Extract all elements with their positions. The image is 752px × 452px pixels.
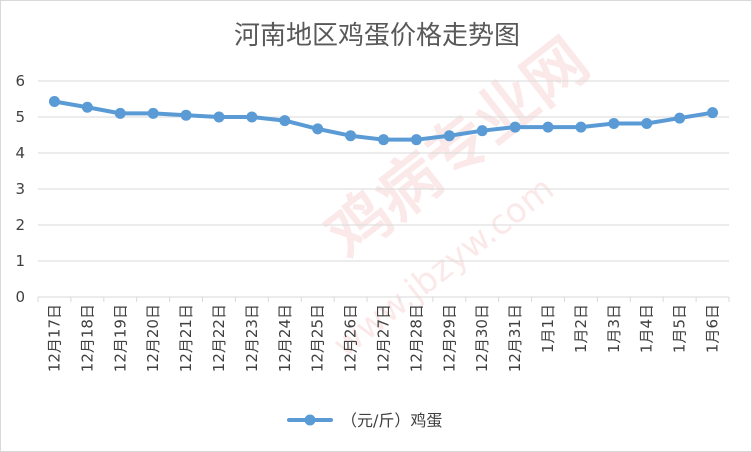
- data-point: [147, 107, 159, 119]
- data-point: [410, 134, 422, 146]
- series-layer: [48, 96, 719, 146]
- y-tick-label: 0: [15, 288, 25, 306]
- x-tick-label: 12月26日: [342, 304, 360, 372]
- x-tick-label: 1月6日: [704, 304, 722, 353]
- data-point: [180, 109, 192, 121]
- y-tick-label: 1: [15, 252, 25, 270]
- data-point: [443, 130, 455, 142]
- y-tick-label: 4: [15, 144, 25, 162]
- x-tick-label: 12月23日: [243, 304, 261, 372]
- x-tick-label: 1月1日: [539, 304, 557, 353]
- y-tick-label: 2: [15, 216, 25, 234]
- data-point: [213, 111, 225, 123]
- data-point: [641, 117, 653, 129]
- x-tick-label: 1月4日: [638, 304, 656, 353]
- x-tick-label: 12月31日: [506, 304, 524, 372]
- data-point: [575, 121, 587, 133]
- data-point: [707, 107, 719, 119]
- x-tick-label: 12月24日: [276, 304, 294, 372]
- legend-label: （元/斤）鸡蛋: [341, 411, 442, 430]
- chart-title: 河南地区鸡蛋价格走势图: [234, 21, 520, 51]
- legend: （元/斤）鸡蛋: [287, 411, 442, 430]
- data-point: [48, 96, 60, 108]
- x-tick-label: 1月5日: [671, 304, 689, 353]
- data-point: [312, 123, 324, 135]
- legend-marker-icon: [304, 414, 316, 426]
- x-tick-label: 1月3日: [605, 304, 623, 353]
- data-point: [246, 111, 258, 123]
- data-point: [81, 101, 93, 113]
- data-point: [542, 121, 554, 133]
- data-point: [279, 115, 291, 127]
- data-point: [114, 107, 126, 119]
- data-point: [345, 130, 357, 142]
- y-tick-label: 3: [15, 180, 25, 198]
- x-tick-label: 1月2日: [572, 304, 590, 353]
- x-tick-label: 12月25日: [309, 304, 327, 372]
- x-tick-label: 12月21日: [177, 304, 195, 372]
- x-tick-label: 12月17日: [45, 304, 63, 372]
- x-tick-label: 12月19日: [111, 304, 129, 372]
- x-axis-ticks: 12月17日 12月18日 12月19日 12月20日 12月21日 12月22日 12月2…: [37, 297, 730, 372]
- x-tick-label: 12月20日: [144, 304, 162, 372]
- x-tick-label: 12月28日: [407, 304, 425, 372]
- x-tick-label: 12月29日: [440, 304, 458, 372]
- y-tick-label: 6: [15, 72, 25, 90]
- y-axis-ticks: 0 1 2 3 4 5 6: [15, 72, 25, 306]
- x-tick-label: 12月27日: [375, 304, 393, 372]
- data-point: [608, 117, 620, 129]
- data-point: [509, 121, 521, 133]
- data-point: [674, 112, 686, 124]
- data-point: [378, 134, 389, 146]
- y-tick-label: 5: [15, 108, 25, 126]
- x-tick-label: 12月18日: [78, 304, 96, 372]
- data-point: [476, 125, 488, 137]
- x-tick-label: 12月30日: [473, 304, 491, 372]
- x-tick-label: 12月22日: [210, 304, 228, 372]
